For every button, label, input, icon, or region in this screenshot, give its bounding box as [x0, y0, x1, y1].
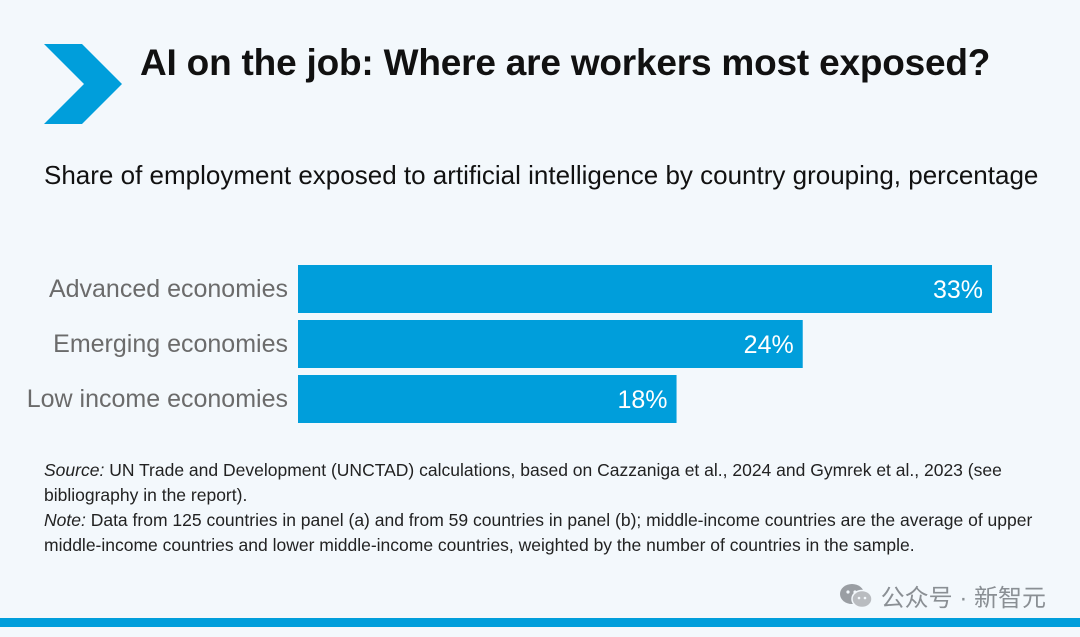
source-label: Source: [44, 460, 105, 480]
category-label: Low income economies [27, 385, 288, 413]
bar-chart-svg: Advanced economies 33% Emerging economies 2… [27, 265, 992, 423]
bar [298, 265, 992, 313]
category-label: Emerging economies [53, 330, 288, 358]
bar-value-label: 24% [744, 331, 794, 359]
bar [298, 375, 677, 423]
page-title: AI on the job: Where are workers most ex… [140, 42, 991, 83]
chart-subtitle: Share of employment exposed to artificia… [44, 160, 1039, 190]
source-note: Source: UN Trade and Development (UNCTAD… [44, 458, 1044, 508]
note-text-block: Note: Data from 125 countries in panel (… [44, 508, 1044, 558]
watermark-text: 公众号 · 新智元 [880, 585, 1046, 612]
bar [298, 320, 803, 368]
bottom-rule [0, 618, 1080, 627]
wechat-icon [839, 583, 873, 608]
chevron-logo-icon [44, 44, 122, 124]
chart-notes: Source: UN Trade and Development (UNCTAD… [44, 458, 1044, 558]
note-label: Note: [44, 510, 86, 530]
category-label: Advanced economies [49, 275, 288, 303]
bar-value-label: 33% [933, 276, 983, 304]
bar-chart: Advanced economies 33% Emerging economies 2… [0, 255, 1080, 435]
source-text: UN Trade and Development (UNCTAD) calcul… [44, 460, 1002, 505]
watermark: 公众号 · 新智元 [839, 578, 1046, 613]
note-text: Data from 125 countries in panel (a) and… [44, 510, 1033, 555]
bar-value-label: 18% [617, 386, 667, 414]
